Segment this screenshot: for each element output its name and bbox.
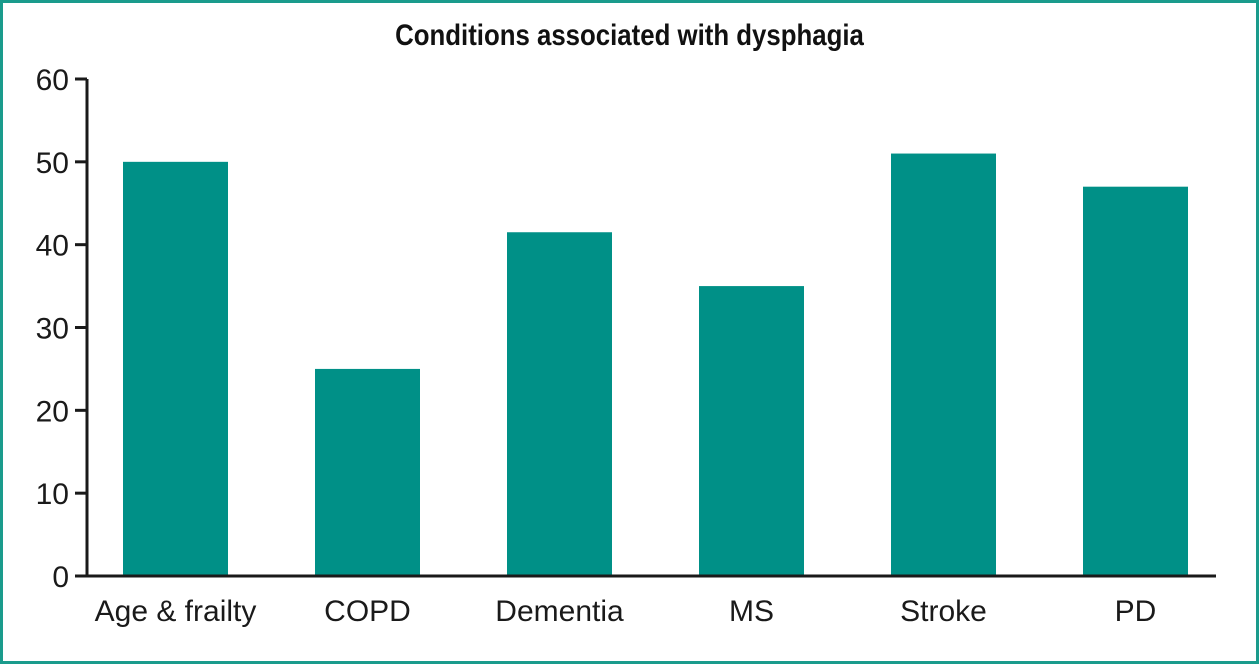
x-tick-label: Dementia <box>495 595 624 628</box>
y-tick-label: 50 <box>36 147 69 180</box>
bar-chart: 0 10 20 30 40 50 60 Age & frailty COPD Dementia MS… <box>36 64 1216 628</box>
x-tick-label: COPD <box>324 595 411 628</box>
bar-stroke <box>891 153 996 577</box>
x-tick-label: PD <box>1115 595 1157 628</box>
bar-copd <box>315 368 420 576</box>
x-tick-label: Age & frailty <box>95 595 257 628</box>
bar-dementia <box>507 232 612 576</box>
x-tick-label: MS <box>729 595 774 628</box>
y-tick-label: 0 <box>52 561 69 594</box>
y-tick-label: 20 <box>36 395 69 428</box>
x-tick-label: Stroke <box>900 595 987 628</box>
y-tick-label: 40 <box>36 230 69 263</box>
bar-pd <box>1083 186 1188 576</box>
chart-title: Conditions associated with dysphagia <box>395 19 864 52</box>
y-tick-label: 10 <box>36 478 69 511</box>
bar-age-frailty <box>123 161 228 577</box>
bars-layer <box>123 153 1188 577</box>
y-tick-label: 60 <box>36 64 69 97</box>
bar-ms <box>699 286 804 576</box>
axes-layer <box>75 77 1216 578</box>
labels-layer: 0 10 20 30 40 50 60 Age & frailty COPD Dementia MS… <box>36 64 1157 628</box>
y-tick-label: 30 <box>36 313 69 346</box>
